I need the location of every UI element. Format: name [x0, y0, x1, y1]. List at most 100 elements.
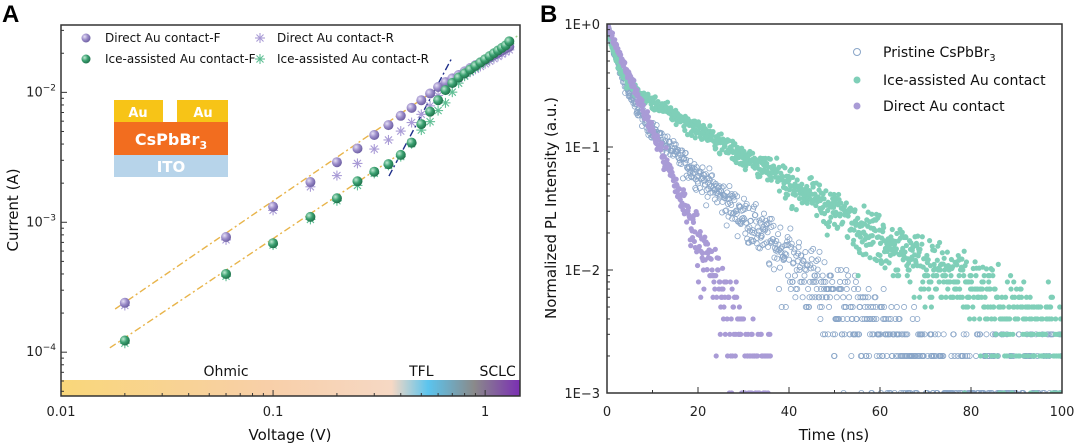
au-label-left: Au: [128, 106, 147, 121]
data-point-ice-f: [383, 159, 394, 170]
data-point: [1025, 353, 1031, 359]
y-tick-base: 10: [26, 345, 43, 360]
data-point: [971, 294, 977, 300]
data-point: [899, 229, 905, 235]
data-point: [819, 272, 826, 279]
data-point: [741, 216, 748, 223]
data-point: [986, 279, 992, 285]
data-point: [948, 273, 954, 279]
legend-label: Direct Au contact: [883, 99, 1005, 115]
data-point: [813, 257, 820, 264]
data-point: [698, 294, 704, 300]
legend-label-main: Ice-assisted Au contact: [883, 73, 1046, 89]
data-point: [879, 352, 886, 359]
data-point: [962, 352, 969, 359]
data-point: [852, 207, 858, 213]
data-point: [774, 155, 780, 161]
data-point: [688, 243, 694, 249]
data-point-ice-f: [119, 335, 130, 346]
data-point: [861, 304, 868, 311]
data-point: [836, 315, 843, 322]
y-tick-label: 1E−2: [564, 264, 600, 279]
data-point: [925, 273, 931, 279]
data-point: [645, 114, 652, 120]
data-point: [713, 273, 719, 279]
data-point: [739, 217, 746, 224]
x-tick-label: 1: [481, 405, 489, 420]
data-point: [831, 352, 838, 359]
data-point: [852, 331, 859, 338]
data-point: [1018, 286, 1024, 292]
data-point: [835, 224, 841, 230]
data-point: [728, 316, 734, 322]
data-point: [982, 294, 988, 300]
data-point: [865, 286, 872, 293]
data-point: [659, 140, 665, 146]
data-point: [906, 260, 912, 266]
data-point: [929, 294, 935, 300]
perovskite-layer: [114, 122, 228, 155]
data-point: [805, 286, 812, 293]
data-point: [972, 259, 978, 265]
data-point: [872, 294, 879, 301]
data-point: [734, 193, 741, 200]
data-point: [740, 316, 747, 322]
data-point: [754, 224, 761, 231]
data-point-ice-f: [268, 238, 279, 249]
au-electrode-right: [177, 100, 228, 122]
ito-label: ITO: [157, 158, 186, 176]
data-point: [950, 294, 956, 300]
data-point-ice-f: [369, 166, 380, 177]
data-point: [1027, 294, 1033, 300]
data-point: [848, 352, 855, 359]
data-point: [845, 213, 851, 219]
data-point: [903, 234, 909, 241]
data-point: [816, 294, 823, 301]
data-point: [816, 304, 823, 311]
data-point: [935, 331, 942, 338]
data-point: [1021, 353, 1027, 359]
data-point: [843, 286, 850, 293]
data-point: [618, 52, 624, 58]
data-point: [925, 257, 931, 263]
data-point: [945, 286, 951, 292]
data-point: [695, 279, 702, 285]
data-point-direct-f: [305, 177, 316, 188]
data-point: [920, 352, 927, 359]
data-point: [717, 331, 723, 337]
data-point: [709, 267, 715, 273]
data-point: [816, 248, 823, 255]
data-point-direct-r: [383, 134, 394, 145]
data-point: [704, 267, 710, 273]
data-point: [708, 256, 714, 262]
perovskite-label-main: CsPbBr: [135, 130, 200, 149]
data-point: [727, 279, 733, 285]
data-point: [877, 252, 883, 259]
data-point: [863, 352, 870, 359]
data-point: [714, 294, 720, 300]
data-point: [1013, 286, 1020, 292]
data-point: [757, 173, 763, 179]
data-point: [730, 304, 737, 310]
data-point: [806, 278, 813, 285]
data-point: [804, 200, 810, 206]
data-point: [658, 130, 665, 137]
data-point-ice-f: [352, 176, 363, 187]
data-point: [804, 261, 811, 268]
data-point: [815, 256, 822, 263]
data-point: [743, 163, 749, 169]
data-point: [775, 286, 782, 293]
data-point: [839, 315, 846, 322]
data-point: [855, 273, 861, 279]
data-point: [831, 191, 837, 198]
data-point: [712, 246, 718, 252]
data-point: [1010, 331, 1016, 337]
data-point: [720, 286, 726, 292]
data-point: [881, 225, 887, 231]
data-point: [830, 331, 837, 338]
legend-label: Ice-assisted Au contact: [883, 73, 1046, 89]
data-point: [936, 279, 942, 285]
data-point: [786, 278, 793, 285]
data-point: [919, 241, 925, 247]
data-point: [699, 164, 706, 171]
